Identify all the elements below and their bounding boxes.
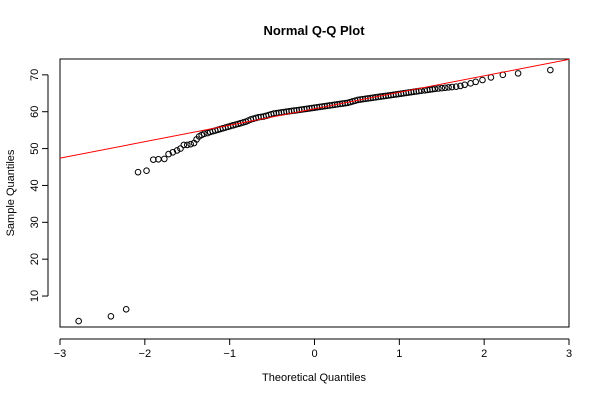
y-tick-label: 70 [29,69,41,81]
sample-point [457,82,464,90]
plot-area: −3 −2 −1 0 1 2 3 10 20 30 40 50 60 70 [29,58,572,360]
sample-point [122,306,130,313]
sample-point [187,140,194,148]
sample-point [461,81,468,89]
sample-point [180,141,188,149]
x-tick-label: −2 [139,348,152,360]
x-tick-label: 3 [566,348,572,360]
sample-point [173,147,181,154]
x-tick-label: −3 [54,348,67,360]
sample-point [479,76,486,84]
y-tick-label: 30 [29,216,41,228]
sample-point [169,148,177,156]
y-tick-label: 10 [29,290,41,302]
sample-points [75,66,554,325]
sample-point [487,74,495,81]
sample-point [107,313,115,320]
sample-point [445,84,452,91]
x-tick-label: 0 [311,348,317,360]
sample-point [438,84,446,92]
sample-point [547,66,554,74]
sample-point [452,83,460,90]
sample-point [431,85,439,93]
y-tick-label: 50 [29,142,41,154]
chart-title: Normal Q-Q Plot [263,23,365,38]
x-tick-label: 2 [481,348,487,360]
sample-point [161,155,168,163]
y-tick-label: 60 [29,106,41,118]
sample-point [177,145,184,152]
x-axis: −3 −2 −1 0 1 2 3 [54,338,572,360]
sample-point [448,83,456,91]
sample-point [200,130,208,138]
sample-point [514,70,522,77]
x-tick-label: −1 [223,348,236,360]
sample-point [441,84,449,92]
sample-point [435,85,442,92]
x-tick-label: 1 [396,348,402,360]
y-tick-label: 20 [29,253,41,265]
y-axis: 10 20 30 40 50 60 70 [29,69,49,302]
sample-point [183,141,191,149]
x-axis-label: Theoretical Quantiles [262,372,366,384]
sample-point [165,150,172,158]
plot-box [59,58,570,328]
sample-point [143,167,150,174]
sample-point [134,168,142,176]
sample-point [472,78,479,86]
y-tick-label: 40 [29,179,41,191]
sample-point [75,317,82,325]
y-axis-label: Sample Quantiles [5,149,17,236]
reference-line [60,59,569,159]
